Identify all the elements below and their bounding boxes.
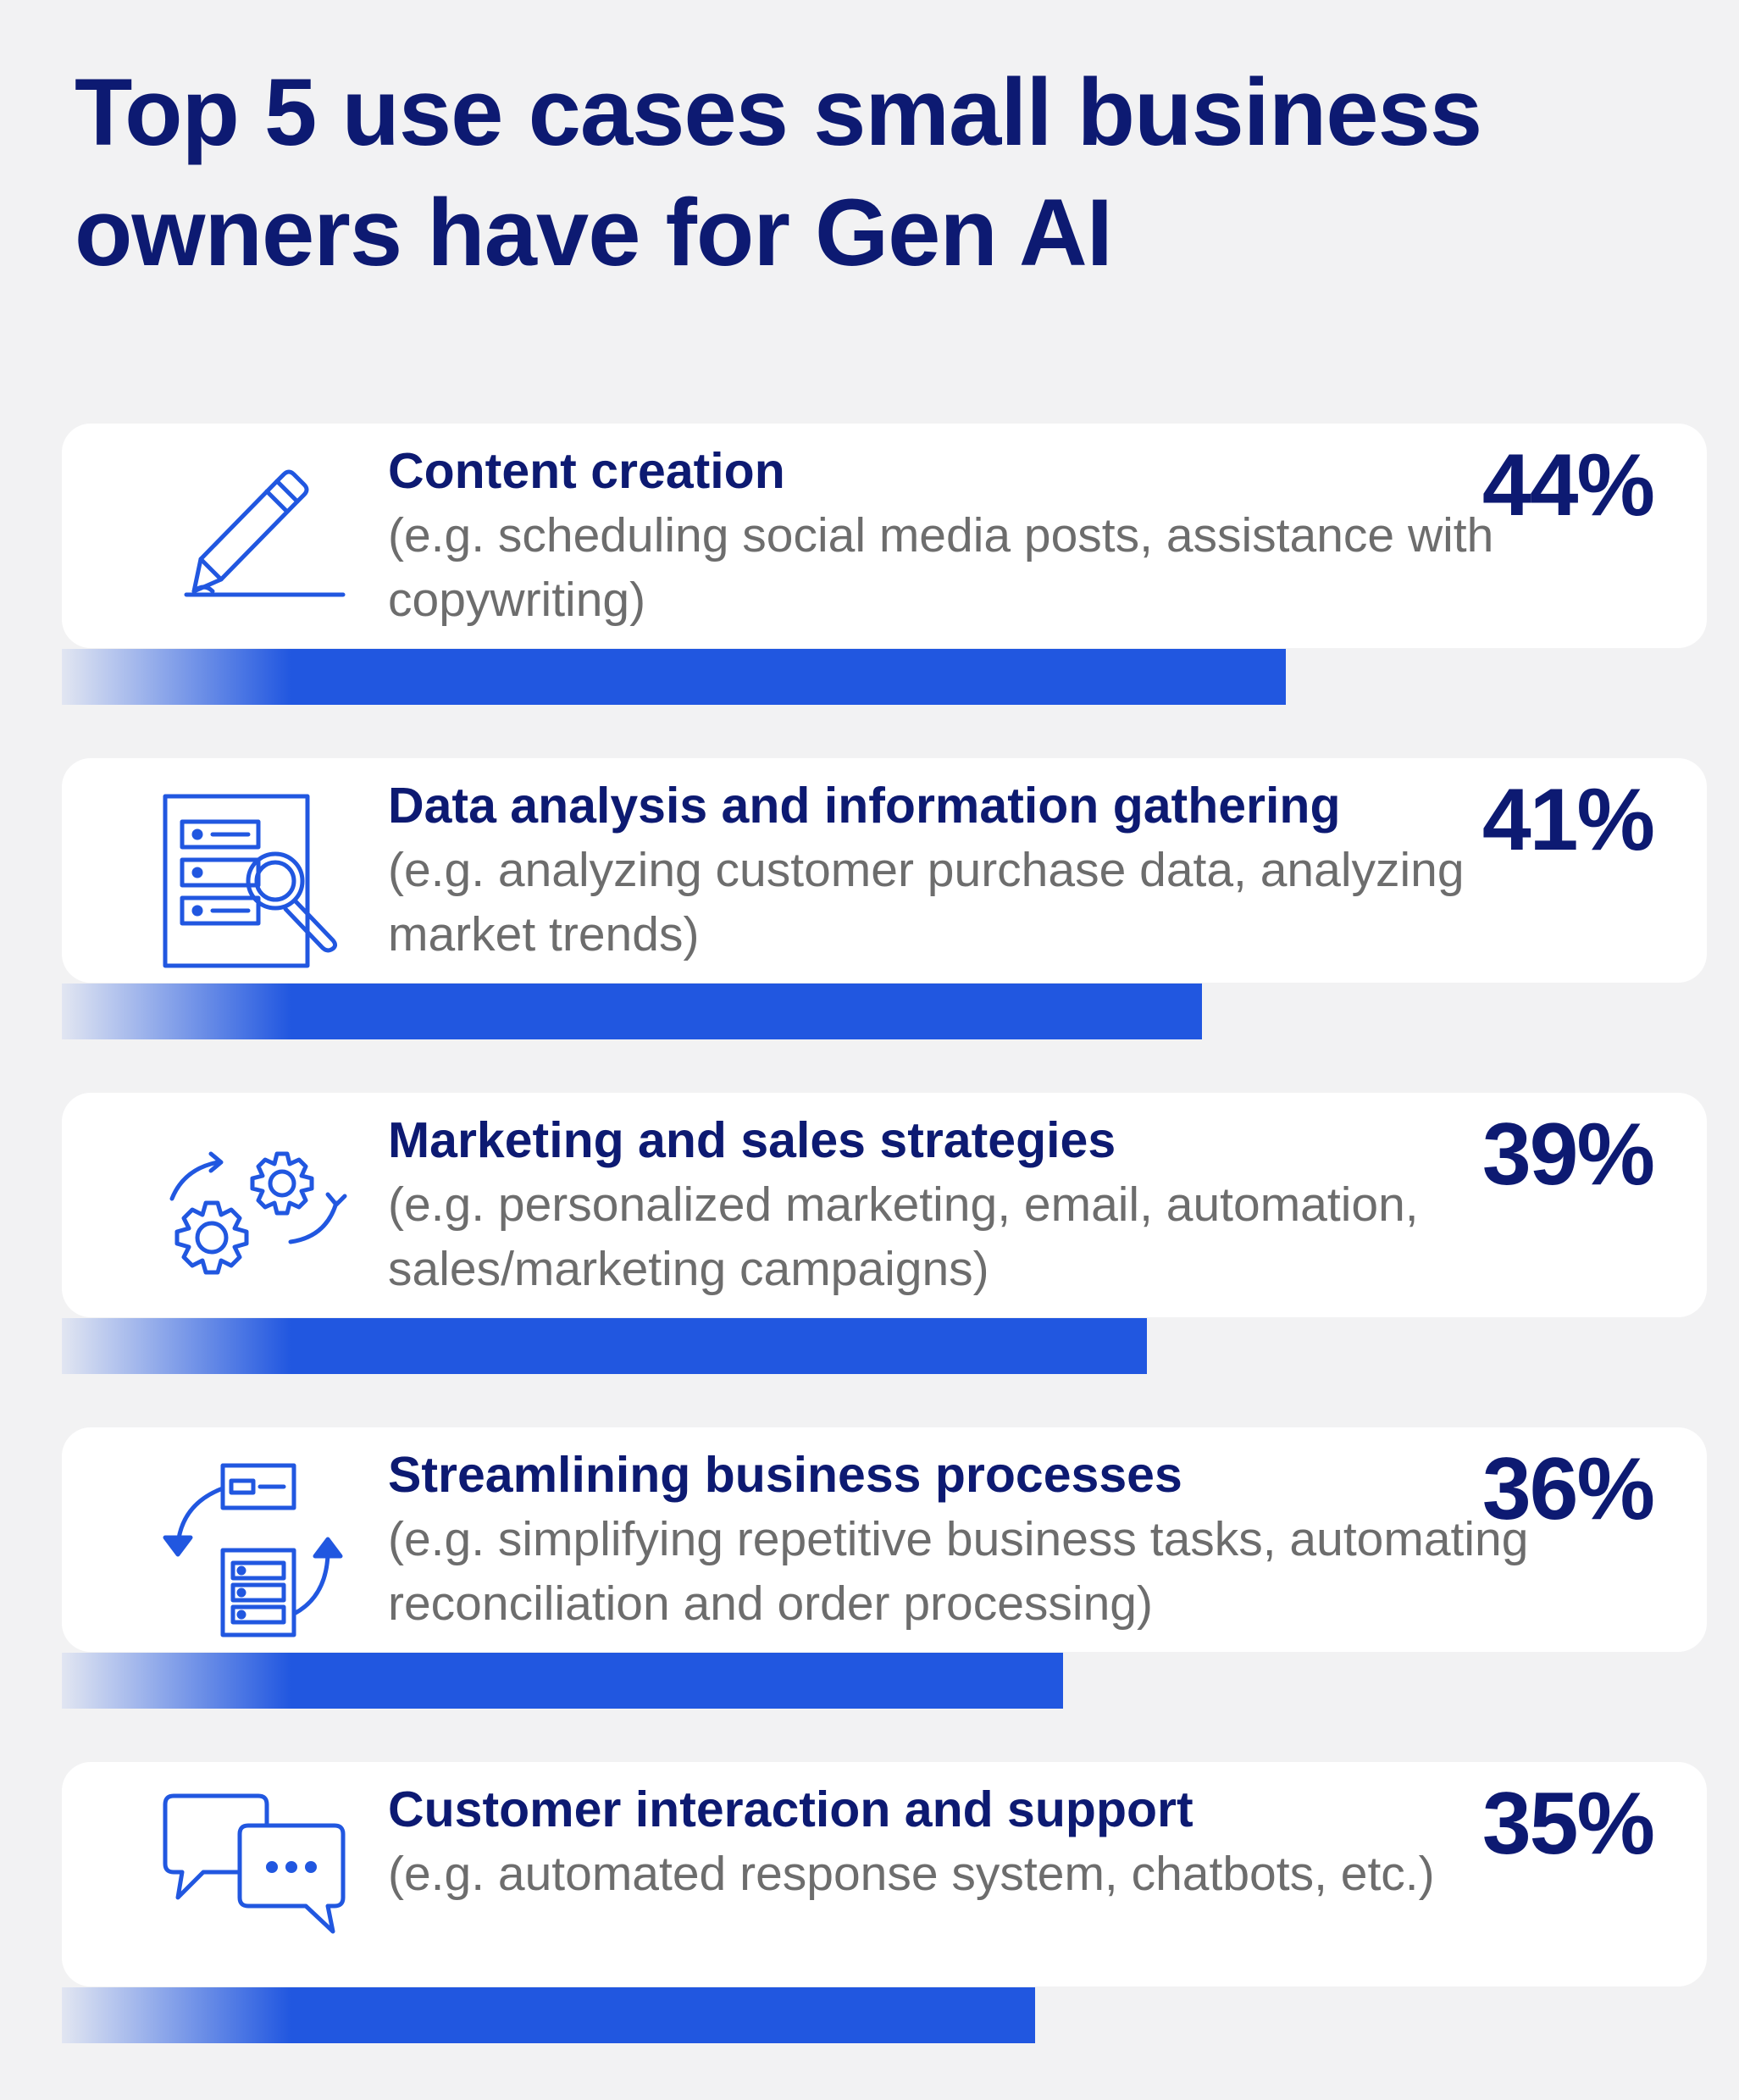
bar-track bbox=[62, 1653, 1707, 1709]
bar-track bbox=[62, 984, 1707, 1039]
use-case-description: (e.g. analyzing customer purchase data, … bbox=[388, 843, 1465, 961]
use-case-row-marketing-sales: Marketing and sales strategies (e.g. per… bbox=[0, 1093, 1739, 1374]
use-case-card: Content creation (e.g. scheduling social… bbox=[62, 424, 1707, 648]
use-case-card: Streamlining business processes (e.g. si… bbox=[62, 1427, 1707, 1652]
bar-customer-interaction bbox=[62, 1987, 1035, 2043]
use-case-label: Data analysis and information gathering bbox=[388, 778, 1341, 834]
percent-value-label: 35% bbox=[1481, 1775, 1655, 1873]
bar-streamlining bbox=[62, 1653, 1063, 1709]
gears-icon bbox=[140, 1110, 360, 1305]
use-case-row-content-creation: Content creation (e.g. scheduling social… bbox=[0, 424, 1739, 705]
data-search-icon bbox=[140, 775, 360, 970]
use-case-card: Marketing and sales strategies (e.g. per… bbox=[62, 1093, 1707, 1317]
use-case-label: Content creation bbox=[388, 443, 785, 499]
use-case-description: (e.g. simplifying repetitive business ta… bbox=[388, 1512, 1529, 1631]
use-case-card: Data analysis and information gathering … bbox=[62, 758, 1707, 983]
percent-value-label: 44% bbox=[1481, 436, 1655, 535]
process-cycle-icon bbox=[140, 1444, 360, 1639]
bar-track bbox=[62, 1318, 1707, 1374]
use-case-label: Marketing and sales strategies bbox=[388, 1112, 1116, 1168]
chat-bubbles-icon bbox=[140, 1779, 360, 1974]
pencil-icon bbox=[140, 441, 360, 635]
percent-value-label: 41% bbox=[1481, 771, 1655, 869]
percent-value-label: 36% bbox=[1481, 1440, 1655, 1538]
use-case-description: (e.g. personalized marketing, email, aut… bbox=[388, 1177, 1419, 1296]
bar-track bbox=[62, 1987, 1707, 2043]
bar-data-analysis bbox=[62, 984, 1202, 1039]
bar-track bbox=[62, 649, 1707, 705]
percent-value-label: 39% bbox=[1481, 1105, 1655, 1204]
use-case-label: Streamlining business processes bbox=[388, 1447, 1182, 1503]
bar-marketing-sales bbox=[62, 1318, 1147, 1374]
use-case-description: (e.g. automated response system, chatbot… bbox=[388, 1847, 1435, 1901]
chart-title: Top 5 use cases small business owners ha… bbox=[75, 59, 1482, 285]
use-case-row-streamlining: Streamlining business processes (e.g. si… bbox=[0, 1427, 1739, 1709]
use-case-row-data-analysis: Data analysis and information gathering … bbox=[0, 758, 1739, 1039]
bar-content-creation bbox=[62, 649, 1286, 705]
use-case-card: Customer interaction and support (e.g. a… bbox=[62, 1762, 1707, 1986]
use-case-description: (e.g. scheduling social media posts, ass… bbox=[388, 508, 1494, 627]
use-case-row-customer-interaction: Customer interaction and support (e.g. a… bbox=[0, 1762, 1739, 2043]
use-case-label: Customer interaction and support bbox=[388, 1781, 1193, 1837]
